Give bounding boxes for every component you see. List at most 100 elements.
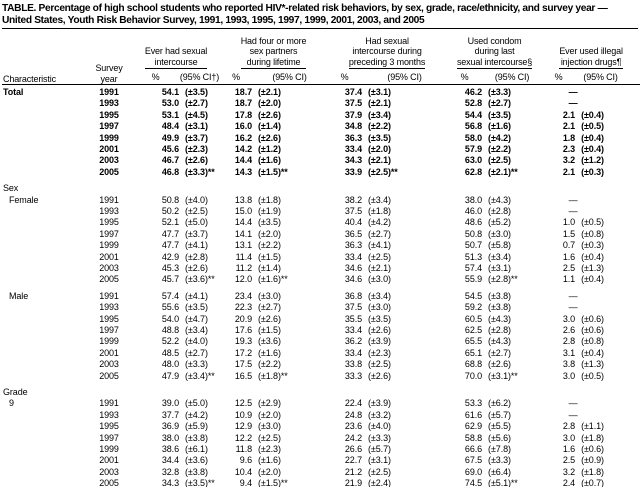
table-title: TABLE. Percentage of high school student…	[2, 3, 638, 26]
group-label-line: Used condom	[467, 36, 522, 46]
value-cell: 34.4	[161, 455, 179, 466]
characteristic-cell	[2, 314, 86, 325]
ci-cell: (±4.5)	[185, 109, 208, 120]
value-cell: 3.2	[562, 466, 576, 477]
ci-cell: (±0.4)	[581, 347, 604, 358]
characteristic-cell: Total	[3, 86, 24, 97]
ci-cell: (±5.1)**	[482, 478, 543, 487]
ci-cell: (±3.5)	[488, 109, 511, 120]
group-header-row: Characteristic Survey year Ever had sexu…	[2, 30, 640, 85]
value-cell: 48.6	[464, 217, 483, 228]
value-cell: 19.3	[234, 336, 253, 347]
value-cell: 33.8	[344, 359, 363, 370]
value-cell: 62.8	[464, 166, 483, 177]
characteristic-cell	[2, 217, 86, 228]
ci-cell: (±2.3)	[368, 347, 391, 358]
value-cell: 52.8	[464, 98, 483, 109]
table-row: 1999 52.2 (±4.0) 19.3 (±3.6) 36.2 (±3.9) 65.5 (±…	[2, 336, 640, 347]
ci-cell: (±2.6)	[185, 155, 208, 166]
characteristic-cell	[2, 421, 86, 432]
dash-cell: —	[568, 98, 578, 109]
ci-cell: (±3.0)	[258, 421, 281, 432]
ci-cell: (±2.6)	[488, 359, 511, 370]
value-cell: 36.8	[344, 290, 363, 301]
ci-cell: (±3.5)**	[179, 478, 221, 487]
table-row: Male 1991 57.4 (±4.1) 23.4 (±3.0) 36.8 (±3.4) 54…	[2, 291, 640, 302]
value-cell: 17.8	[234, 109, 253, 120]
table-row: 1995 36.9 (±5.9) 12.9 (±3.0) 23.6 (±4.0) 62.9 (±…	[2, 421, 640, 432]
table-row: 1997 48.4 (±3.1) 16.0 (±1.4) 34.8 (±2.2) 56.8 (±…	[2, 121, 640, 132]
ci-cell: (±0.8)	[581, 336, 604, 347]
year-cell: 1991	[99, 86, 119, 97]
value-cell: 12.2	[234, 432, 253, 443]
ci-cell: (±1.3)	[581, 359, 604, 370]
value-cell: 11.4	[235, 251, 253, 262]
value-cell: 51.3	[464, 251, 483, 262]
value-cell: 57.9	[464, 143, 483, 154]
value-cell: 54.4	[464, 109, 483, 120]
ci-cell: (±1.1)	[581, 421, 604, 432]
table-row: 2005 34.3 (±3.5)** 9.4 (±1.5)** 21.9 (±2.4) 74.…	[2, 478, 640, 487]
ci-cell: (±2.2)	[368, 121, 391, 132]
ci-cell: (±2.7)	[185, 98, 208, 109]
value-cell: 54.5	[464, 290, 483, 301]
ci-cell: (±2.6)	[185, 262, 208, 273]
characteristic-cell	[2, 144, 86, 155]
year-cell: 2005	[99, 274, 119, 285]
value-cell: 9.4	[220, 478, 252, 487]
value-cell: 74.5	[447, 478, 482, 487]
value-cell: 63.0	[464, 155, 483, 166]
ci-cell: (±2.7)	[368, 228, 391, 239]
value-cell: 58.0	[464, 132, 483, 143]
value-cell: 55.9	[464, 274, 483, 285]
value-cell: 3.2	[562, 155, 576, 166]
value-cell: 2.5	[562, 455, 576, 466]
value-cell: 37.9	[344, 109, 363, 120]
col-group-four-or-more-partners: Had four or more sex partners during lif…	[220, 30, 327, 69]
ci-cell: (±2.7)	[258, 302, 281, 313]
value-cell: 37.7	[161, 409, 179, 420]
ci-cell: (±1.3)	[581, 262, 604, 273]
characteristic-cell	[2, 240, 86, 251]
characteristic-cell	[2, 455, 86, 466]
ci-cell: (±0.6)	[581, 313, 604, 324]
pct-subheader: %	[327, 68, 363, 85]
year-cell: 2001	[99, 347, 119, 358]
ci-cell: (±3.9)	[368, 398, 391, 409]
value-cell: 61.6	[464, 409, 483, 420]
ci-cell: (±3.8)	[185, 432, 208, 443]
ci-cell: (±2.6)	[258, 109, 281, 120]
value-cell: 67.5	[464, 455, 483, 466]
value-cell: 40.4	[344, 217, 363, 228]
characteristic-cell	[2, 263, 86, 274]
value-cell: 48.5	[161, 347, 179, 358]
ci-cell: (±3.3)	[185, 359, 208, 370]
survey-year-line1: Survey	[95, 63, 123, 74]
characteristic-cell	[2, 433, 86, 444]
characteristic-cell	[2, 167, 86, 178]
ci-cell: (±6.4)	[488, 466, 511, 477]
characteristic-cell	[2, 410, 86, 421]
value-cell: 1.0	[562, 217, 576, 228]
characteristic-cell	[2, 110, 86, 121]
value-cell: 53.1	[161, 109, 179, 120]
ci-cell: (±2.2)	[488, 143, 511, 154]
value-cell: 60.5	[464, 313, 483, 324]
ci-cell: (±4.1)	[368, 240, 391, 251]
ci-cell: (±4.1)	[185, 290, 208, 301]
year-cell: 2001	[99, 143, 119, 154]
ci-cell: (±0.4)	[581, 109, 604, 120]
ci-cell: (±3.4)	[368, 109, 391, 120]
value-cell: 55.6	[161, 302, 179, 313]
characteristic-cell	[2, 206, 86, 217]
ci-subheader: (95% CI)	[575, 68, 640, 85]
value-cell: 50.7	[464, 240, 483, 251]
characteristic-cell	[2, 467, 86, 478]
ci-cell: (±3.3)	[368, 432, 391, 443]
characteristic-cell	[2, 359, 86, 370]
ci-cell: (±2.2)	[258, 359, 281, 370]
year-cell: 2003	[99, 359, 119, 370]
ci-cell: (±3.0)	[368, 302, 391, 313]
year-cell: 1999	[99, 240, 119, 251]
ci-cell: (±3.4)**	[185, 370, 215, 381]
